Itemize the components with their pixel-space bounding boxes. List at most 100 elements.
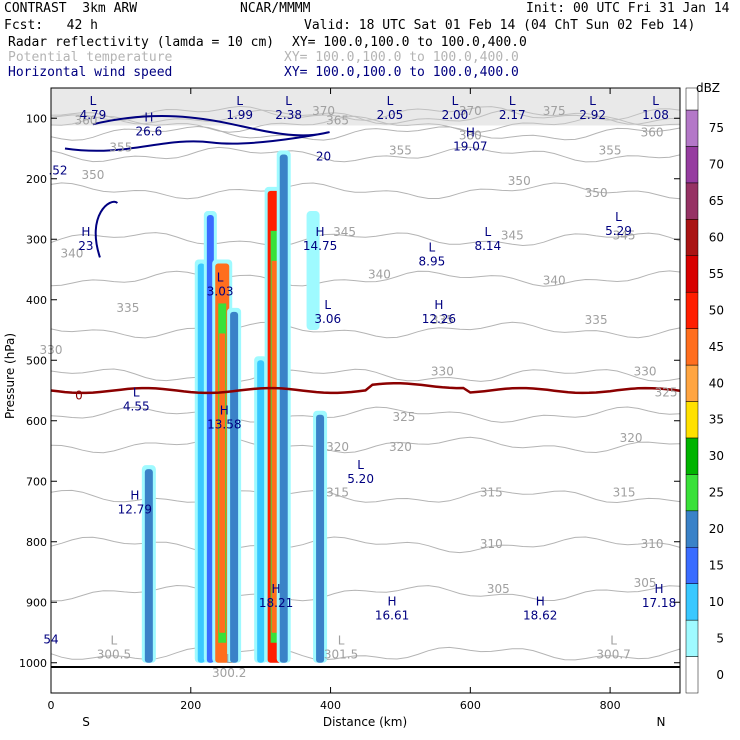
colorbar-tick-label: 75 xyxy=(709,121,724,135)
hl-marker-letter: L xyxy=(652,94,659,108)
y-axis-label: Pressure (hPa) xyxy=(3,333,17,419)
hl-marker-value: 8.14 xyxy=(474,239,501,253)
colorbar-swatch xyxy=(685,109,699,147)
colorbar-swatch xyxy=(685,291,699,329)
center-name: NCAR/MMMM xyxy=(240,1,311,16)
isentrope-label: 360 xyxy=(74,113,97,127)
reflectivity-core xyxy=(257,360,265,663)
hl-marker-letter: L xyxy=(452,94,459,108)
x-tick-label: 800 xyxy=(600,699,621,712)
isentrope-label: 370 xyxy=(459,104,482,118)
isentrope-345 xyxy=(50,232,681,247)
hl-marker-value: 300.7 xyxy=(596,648,630,662)
reflectivity-field xyxy=(141,150,328,663)
isentrope-label: 350 xyxy=(81,168,104,182)
y-tick-label: 800 xyxy=(26,536,47,549)
isentrope-label: 365 xyxy=(326,113,349,127)
y-tick-label: 400 xyxy=(26,294,47,307)
isentrope-label: 355 xyxy=(389,144,412,158)
reflectivity-core xyxy=(230,311,239,663)
hl-marker-value: 2.00 xyxy=(442,108,469,122)
isentrope-label: 330 xyxy=(634,364,657,378)
hl-marker-value: 1.99 xyxy=(226,108,253,122)
colorbar-tick-label: 60 xyxy=(709,231,724,245)
upper-isentrope-band xyxy=(51,88,680,126)
isentrope-label: 345 xyxy=(613,228,636,242)
plot-frame xyxy=(50,87,681,694)
colorbar-tick-label: 70 xyxy=(709,158,724,172)
colorbar-swatch xyxy=(685,510,699,548)
hl-marker-value: 5.29 xyxy=(605,224,632,238)
isentrope-label: 320 xyxy=(326,440,349,454)
wind-contour-label: 0 xyxy=(75,389,83,403)
zero-wind-line xyxy=(50,382,681,395)
colorbar-unit: dBZ xyxy=(696,81,720,95)
hl-marker-letter: L xyxy=(357,458,364,472)
hl-marker-letter: H xyxy=(655,582,664,596)
hl-marker-value: 13.58 xyxy=(207,418,241,432)
colorbar-tick-label: 40 xyxy=(709,376,724,390)
reflectivity-peak xyxy=(271,260,278,633)
hl-marker-letter: L xyxy=(387,94,394,108)
theta-isentropes xyxy=(50,88,681,661)
hl-marker-letter: H xyxy=(144,110,153,124)
hl-marker-letter: H xyxy=(220,404,229,418)
hl-marker-value: 18.62 xyxy=(523,608,557,622)
hl-marker-letter: L xyxy=(285,94,292,108)
field-xy-wind: XY= 100.0,100.0 to 100.0,400.0 xyxy=(284,65,519,80)
hl-marker-value: 8.95 xyxy=(419,254,446,268)
isentrope-335 xyxy=(50,321,681,339)
isentrope-330 xyxy=(50,368,681,382)
hl-marker-letter: H xyxy=(272,582,281,596)
hl-marker-value: 5.20 xyxy=(347,472,374,486)
colorbar-swatch xyxy=(685,547,699,584)
colorbar-tick-label: 30 xyxy=(709,449,724,463)
colorbar-swatch xyxy=(685,401,699,439)
zero-wind-contour xyxy=(50,382,681,395)
isentrope-label: 340 xyxy=(368,268,391,282)
hl-marker-value: 300.5 xyxy=(97,648,131,662)
isentrope-360 xyxy=(50,125,681,141)
colorbar-swatch xyxy=(685,619,699,657)
y-tick-label: 100 xyxy=(26,112,47,125)
hl-marker-letter: L xyxy=(133,386,140,400)
isentrope-350 xyxy=(50,182,681,200)
y-tick-label: 700 xyxy=(26,475,47,488)
hl-marker-value: 3.03 xyxy=(207,285,234,299)
isentrope-label: 350 xyxy=(508,174,531,188)
colorbar-tick-label: 25 xyxy=(709,486,724,500)
x-axis-start-label: S xyxy=(82,715,90,729)
hl-marker-value: 18.21 xyxy=(259,596,293,610)
hl-marker-value: 16.61 xyxy=(375,608,409,622)
hl-marker-letter: L xyxy=(589,94,596,108)
hl-marker-letter: L xyxy=(509,94,516,108)
isentrope-365 xyxy=(50,115,681,133)
isentrope-label: 350 xyxy=(585,186,608,200)
hl-marker-value: 2.38 xyxy=(275,108,302,122)
isentrope-label: 370 xyxy=(312,104,335,118)
isentrope-label: 320 xyxy=(620,431,643,445)
colorbar: 0 5 10 15 20 25 30 35 40 45 50 55 60 65 70 75 dBZ xyxy=(685,81,724,694)
colorbar-swatch xyxy=(685,583,699,621)
hl-marker-letter: L xyxy=(226,652,233,666)
isentrope-label: 335 xyxy=(585,313,608,327)
reflectivity-core xyxy=(197,263,205,663)
hl-marker-value: 12.79 xyxy=(118,502,152,516)
hl-marker-letter: L xyxy=(217,271,224,285)
isentrope-label: 320 xyxy=(389,440,412,454)
x-axis-end-label: N xyxy=(657,715,666,729)
hl-marker-value: 2.17 xyxy=(499,108,526,122)
valid-time: Valid: 18 UTC Sat 01 Feb 14 (04 ChT Sun … xyxy=(304,18,696,33)
colorbar-tick-label: 0 xyxy=(716,668,724,682)
y-tick-label: 600 xyxy=(26,415,47,428)
hl-marker-letter: L xyxy=(484,225,491,239)
colorbar-tick-label: 20 xyxy=(709,522,724,536)
colorbar-tick-label: 45 xyxy=(709,340,724,354)
hl-marker-letter: L xyxy=(90,94,97,108)
field-name-wind: Horizontal wind speed xyxy=(8,65,173,80)
isentrope-label: 355 xyxy=(599,144,622,158)
reflectivity-core xyxy=(144,469,153,663)
